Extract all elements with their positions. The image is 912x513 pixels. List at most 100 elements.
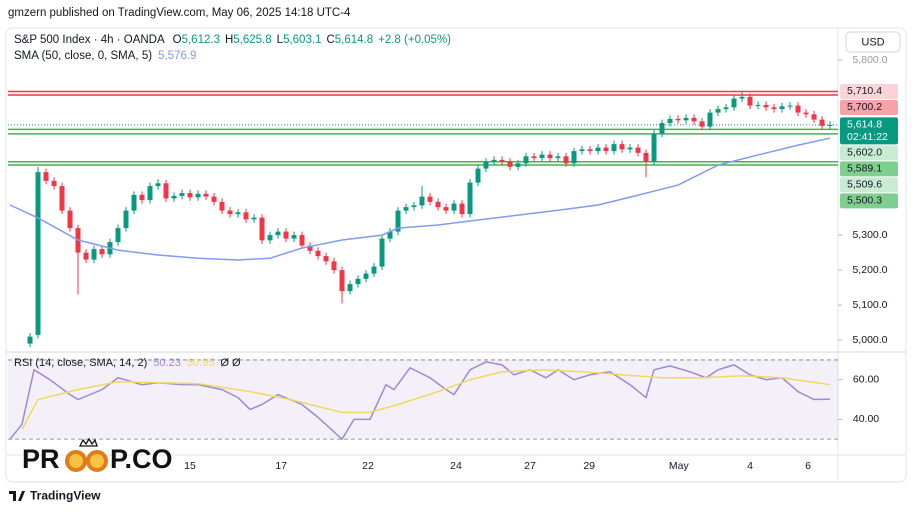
x-tick-label: 6	[805, 460, 811, 472]
candle-body	[91, 249, 97, 260]
candle-body	[747, 96, 753, 106]
candle-body	[443, 207, 449, 211]
rsi-line	[9, 361, 831, 441]
rsi-value: 50.95	[187, 357, 215, 369]
candle-body	[603, 147, 609, 152]
candle-body	[499, 159, 505, 162]
candle-body	[819, 119, 825, 126]
candle-body	[723, 107, 729, 110]
candle-body	[635, 147, 641, 153]
currency[interactable]: USD	[861, 36, 884, 48]
candle-body	[51, 180, 57, 187]
candle-body	[667, 118, 673, 124]
candle-body	[483, 161, 489, 169]
candle-body	[35, 172, 41, 335]
x-tick-label: 15	[184, 460, 196, 472]
watermark-eye	[65, 450, 87, 472]
candle-body	[771, 107, 777, 110]
candle-body	[571, 151, 577, 164]
candle-body	[27, 336, 33, 344]
candle-body	[211, 196, 217, 202]
candle-body	[179, 193, 185, 196]
currency-button[interactable]	[845, 31, 901, 53]
candle-body	[347, 284, 353, 292]
y-tick-label: 5,300.0	[852, 229, 887, 241]
sma-line	[9, 137, 831, 261]
candle-body	[235, 212, 241, 215]
rsi-legend: RSI (14, close, SMA, 14, 2) 50.23 50.95 Ø Ø	[14, 357, 241, 369]
candle-body	[539, 154, 545, 159]
candle-body	[331, 261, 337, 271]
candle-body	[275, 231, 281, 236]
watermark-left: PR	[22, 444, 60, 474]
candle-body	[187, 193, 193, 198]
candle-body	[251, 217, 257, 220]
candle-body	[219, 201, 225, 211]
candle-body	[243, 212, 249, 220]
ohlc-key: H	[225, 34, 233, 46]
candle-body	[147, 186, 153, 201]
candle-body	[795, 105, 801, 113]
candle-body	[579, 149, 585, 152]
candle-body	[355, 278, 361, 285]
candle-body	[155, 183, 161, 187]
watermark: PR P.CO	[22, 437, 173, 474]
candle-body	[163, 183, 169, 199]
candle-body	[739, 96, 745, 99]
candle-body	[451, 203, 457, 211]
price-label-box	[840, 193, 898, 209]
candle-body	[515, 163, 521, 167]
rsi-label: RSI (14, close, SMA, 14, 2)	[14, 357, 147, 369]
symbol: S&P 500 Index · 4h · OANDA	[14, 34, 165, 46]
change: +2.8 (+0.05%)	[378, 34, 451, 46]
x-tick-label: 17	[275, 460, 287, 472]
ohlc-value: 5,614.8	[335, 34, 373, 46]
candle-body	[475, 168, 481, 183]
y-tick-label: 5,000.0	[852, 334, 887, 346]
candle-body	[371, 266, 377, 274]
rsi-band-fill	[8, 359, 838, 440]
sma-label: SMA (50, close, 0, SMA, 5)	[14, 50, 152, 62]
legend-line: S&P 500 Index · 4h · OANDA O5,612.3 H5,625…	[14, 34, 451, 46]
candle-body	[651, 133, 657, 162]
brand-logo: TradingView	[9, 489, 101, 503]
rsi-extra: Ø Ø	[220, 357, 241, 369]
price-label-box	[840, 161, 898, 177]
candle-body	[755, 104, 761, 106]
y-tick-label: 60.00	[853, 374, 879, 386]
price-label-box	[840, 145, 898, 161]
candle-body	[139, 194, 145, 201]
candle-body	[595, 147, 601, 152]
price-label: 5,710.4	[847, 85, 882, 97]
candle-body	[563, 156, 569, 164]
ohlc-key: C	[326, 34, 334, 46]
ohlc-value: 5,625.8	[233, 34, 271, 46]
candle-body	[299, 235, 305, 246]
candle-body	[811, 114, 817, 120]
price-label: 5,589.1	[847, 163, 882, 175]
price-label: 5,500.3	[847, 195, 882, 207]
candle-body	[123, 210, 129, 229]
rsi-line	[21, 369, 831, 430]
sma-value: 5,576.9	[158, 50, 196, 62]
candle-body	[307, 245, 313, 251]
brand: TradingView	[30, 489, 101, 503]
candle-body	[59, 186, 65, 211]
candle-body	[203, 193, 209, 197]
candle-body	[587, 149, 593, 152]
candle-body	[491, 159, 497, 162]
ohlc-value: 5,612.3	[182, 34, 220, 46]
candle-body	[803, 112, 809, 115]
candle-body	[707, 112, 713, 127]
candle-body	[459, 203, 465, 215]
candle-body	[315, 250, 321, 257]
candle-body	[619, 144, 625, 150]
y-tick-label: 5,100.0	[852, 299, 887, 311]
candle-body	[547, 154, 553, 159]
candle-body	[43, 172, 49, 181]
ohlc-key: L	[277, 34, 284, 46]
candle-body	[675, 118, 681, 121]
candle-body	[419, 196, 425, 206]
price-label-box	[840, 99, 898, 115]
